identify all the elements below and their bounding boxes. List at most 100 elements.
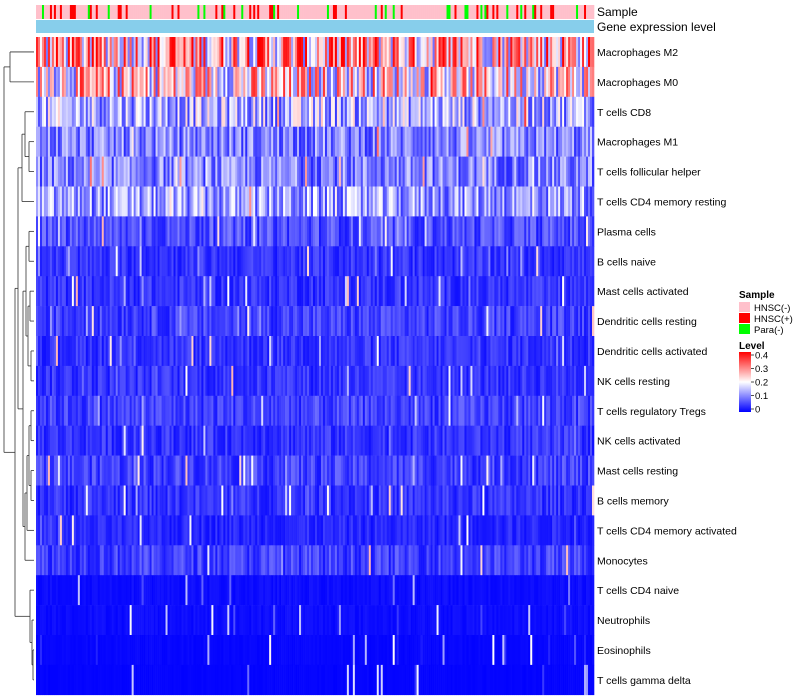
heatmap-cell bbox=[592, 96, 595, 127]
heatmap-cell bbox=[67, 365, 71, 397]
heatmap-cell bbox=[548, 276, 551, 307]
heatmap-cell bbox=[404, 37, 407, 68]
heatmap-cell bbox=[189, 336, 192, 367]
heatmap-cell bbox=[157, 156, 160, 187]
heatmap-cell bbox=[378, 156, 382, 187]
heatmap-cell bbox=[340, 216, 344, 247]
heatmap-cell bbox=[105, 37, 109, 68]
heatmap-cell bbox=[83, 156, 87, 187]
heatmap-cell bbox=[540, 96, 543, 127]
heatmap-cell bbox=[183, 216, 186, 247]
heatmap-cell bbox=[538, 66, 541, 98]
heatmap-cell bbox=[484, 485, 487, 516]
heatmap-cell bbox=[588, 246, 591, 277]
heatmap-cell bbox=[121, 126, 124, 157]
heatmap-cell bbox=[123, 515, 126, 546]
sample-cell bbox=[171, 5, 174, 19]
heatmap-cell bbox=[320, 306, 324, 337]
heatmap-cell bbox=[117, 216, 120, 247]
heatmap-cell bbox=[428, 365, 431, 397]
heatmap-cell bbox=[408, 186, 411, 217]
heatmap-cell bbox=[444, 276, 447, 307]
heatmap-cell bbox=[279, 515, 282, 546]
heatmap-cell bbox=[370, 246, 374, 277]
sample-cell bbox=[492, 5, 495, 19]
heatmap-cell bbox=[408, 455, 411, 486]
heatmap-cell bbox=[213, 246, 216, 277]
heatmap-cell bbox=[117, 156, 120, 187]
heatmap-cell bbox=[259, 216, 262, 247]
heatmap-cell bbox=[540, 216, 543, 247]
heatmap-cell bbox=[121, 246, 124, 277]
heatmap-cell bbox=[386, 66, 390, 98]
heatmap-cell bbox=[73, 425, 77, 456]
heatmap-cell bbox=[510, 276, 513, 307]
heatmap-cell bbox=[307, 246, 310, 277]
heatmap-cell bbox=[518, 485, 521, 516]
heatmap-cell bbox=[75, 455, 79, 486]
heatmap-cell bbox=[376, 425, 380, 456]
heatmap-cell bbox=[177, 216, 180, 247]
heatmap-cell bbox=[267, 156, 270, 187]
heatmap-cell bbox=[330, 186, 334, 217]
heatmap-cell bbox=[318, 66, 322, 98]
heatmap-cell bbox=[149, 37, 152, 68]
heatmap-cell bbox=[181, 216, 184, 247]
heatmap-cell bbox=[532, 216, 535, 247]
heatmap-cell bbox=[438, 186, 441, 217]
sample-cell bbox=[370, 5, 374, 19]
heatmap-cell bbox=[570, 156, 573, 187]
heatmap-cell bbox=[103, 186, 107, 217]
sample-cell bbox=[137, 5, 140, 19]
heatmap-cell bbox=[576, 276, 579, 307]
heatmap-cell bbox=[460, 186, 463, 217]
heatmap-cell bbox=[378, 306, 382, 337]
sample-cell bbox=[155, 5, 158, 19]
heatmap-cell bbox=[542, 306, 545, 337]
heatmap-cell bbox=[426, 156, 429, 187]
heatmap-cell bbox=[360, 186, 364, 217]
heatmap-cell bbox=[36, 96, 39, 127]
heatmap-cell bbox=[398, 186, 401, 217]
sample-cell bbox=[408, 5, 411, 19]
heatmap-cell bbox=[342, 336, 346, 367]
heatmap-cell bbox=[51, 276, 55, 307]
heatmap-cell bbox=[482, 37, 485, 68]
heatmap-cell bbox=[131, 126, 134, 157]
heatmap-cell bbox=[109, 515, 113, 546]
heatmap-cell bbox=[322, 66, 326, 98]
heatmap-cell bbox=[590, 66, 593, 98]
heatmap-cell bbox=[301, 425, 304, 456]
heatmap-cell bbox=[546, 216, 549, 247]
heatmap-cell bbox=[578, 66, 581, 98]
heatmap-cell bbox=[344, 186, 348, 217]
sample-cell bbox=[251, 5, 254, 19]
heatmap-cell bbox=[446, 336, 449, 367]
heatmap-cell bbox=[506, 216, 509, 247]
heatmap-cell bbox=[512, 455, 515, 486]
heatmap-cell bbox=[201, 216, 204, 247]
heatmap-cell bbox=[67, 425, 71, 456]
heatmap-cell bbox=[326, 455, 330, 486]
heatmap-cell bbox=[271, 276, 274, 307]
heatmap-cell bbox=[185, 336, 188, 367]
heatmap-cell bbox=[496, 216, 499, 247]
heatmap-cell bbox=[548, 246, 551, 277]
heatmap-cell bbox=[468, 336, 471, 367]
heatmap-cell bbox=[167, 276, 170, 307]
heatmap-cell bbox=[185, 455, 188, 486]
heatmap-cell bbox=[432, 246, 435, 277]
heatmap-cell bbox=[283, 455, 286, 486]
heatmap-cell bbox=[315, 37, 318, 68]
heatmap-cell bbox=[169, 246, 172, 277]
heatmap-cell bbox=[570, 186, 573, 217]
heatmap-cell bbox=[103, 395, 107, 426]
heatmap-cell bbox=[394, 96, 398, 127]
heatmap-cell bbox=[155, 455, 158, 486]
heatmap-cell bbox=[47, 186, 51, 217]
heatmap-cell bbox=[105, 126, 109, 157]
sample-cell bbox=[526, 5, 529, 19]
sample-cell bbox=[356, 5, 360, 19]
heatmap-cell bbox=[522, 306, 525, 337]
heatmap-cell bbox=[320, 37, 324, 68]
